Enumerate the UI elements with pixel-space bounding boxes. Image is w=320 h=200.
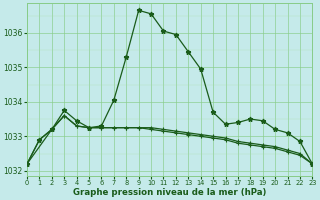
X-axis label: Graphe pression niveau de la mer (hPa): Graphe pression niveau de la mer (hPa): [73, 188, 266, 197]
